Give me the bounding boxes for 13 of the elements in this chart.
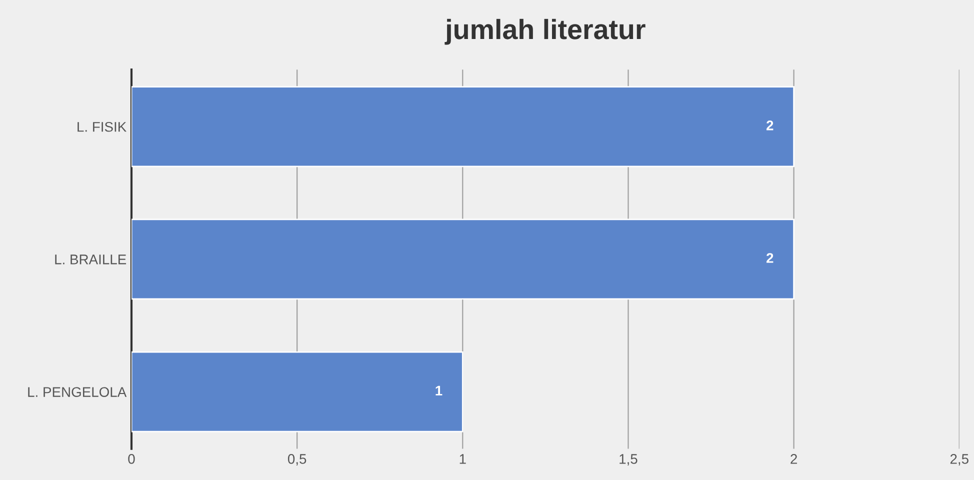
x-tick-label: 1 xyxy=(460,454,466,464)
x-tick-label: 0,5 xyxy=(288,454,306,466)
data-label: 2 xyxy=(766,120,774,130)
chart-title: jumlah literatur xyxy=(444,18,646,45)
data-label: 2 xyxy=(766,253,774,263)
data-label: 1 xyxy=(436,386,442,396)
x-tick-label: 1,5 xyxy=(620,454,638,466)
y-tick-label: L. BRAILLE xyxy=(55,254,126,264)
x-tick-label: 0 xyxy=(128,454,135,464)
x-tick-label: 2,5 xyxy=(950,454,968,466)
y-tick-label: L. FISIK xyxy=(78,122,126,132)
y-tick-label: L. PENGELOLA xyxy=(28,387,127,397)
x-tick-label: 2 xyxy=(790,454,797,464)
